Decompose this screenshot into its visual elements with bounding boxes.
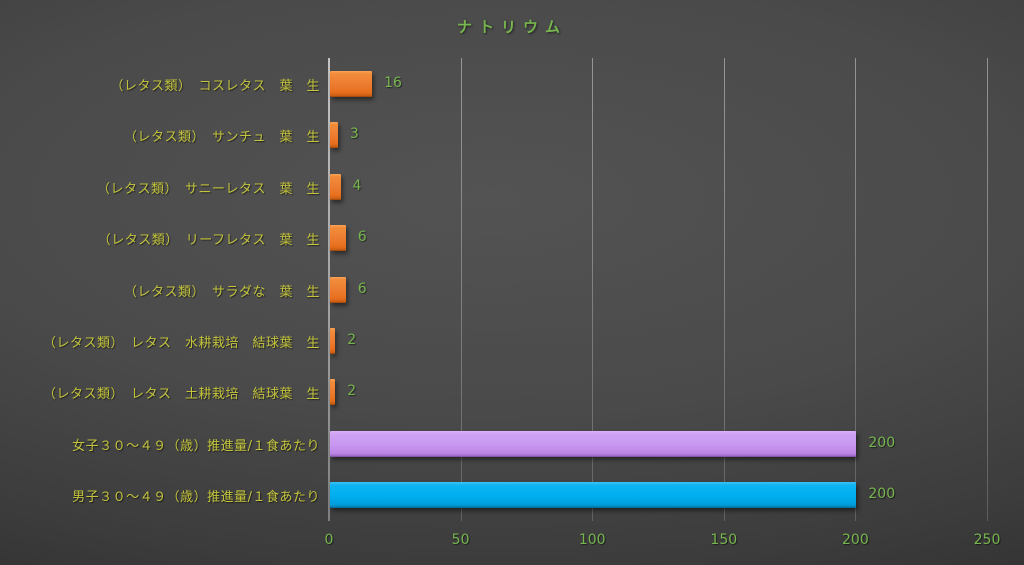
value-label: 6: [357, 280, 367, 297]
value-label: 16: [384, 74, 402, 91]
bar-orange: [330, 276, 346, 303]
value-label: 200: [868, 434, 896, 451]
value-label: 2: [347, 331, 357, 348]
category-label: （レタス類） レタス 水耕栽培 結球葉 生: [42, 335, 320, 351]
gridline: [855, 58, 857, 521]
category-label: （レタス類） レタス 土耕栽培 結球葉 生: [42, 387, 320, 403]
category-label: （レタス類） サンチュ 葉 生: [123, 130, 320, 146]
gridline: [723, 58, 725, 521]
category-label: （レタス類） コスレタス 葉 生: [110, 78, 320, 94]
gridline: [592, 58, 594, 521]
x-tick-label: 100: [578, 532, 606, 548]
y-axis-line: [328, 58, 330, 521]
x-tick-label: 250: [973, 532, 1001, 548]
bar-orange: [330, 173, 341, 200]
gridline: [987, 58, 988, 521]
bar-blue: [330, 482, 857, 509]
category-label: （レタス類） リーフレタス 葉 生: [97, 233, 320, 249]
x-tick-label: 200: [842, 532, 869, 548]
category-label: （レタス類） サニーレタス 葉 生: [96, 181, 320, 197]
category-label: 男子３０～４９（歳）推進量/１食あたり: [72, 490, 320, 506]
value-label: 6: [357, 229, 367, 246]
value-label: 200: [868, 486, 896, 503]
gridline: [460, 58, 462, 521]
bar-orange: [330, 70, 373, 97]
bar-purple: [330, 430, 857, 457]
chart-title: ナトリウム: [456, 18, 567, 36]
bar-orange: [330, 225, 346, 252]
category-label: （レタス類） サラダな 葉 生: [123, 284, 320, 300]
x-tick-label: 50: [451, 532, 470, 548]
bar-orange: [330, 122, 338, 149]
x-tick-label: 150: [710, 532, 738, 548]
value-label: 3: [349, 126, 359, 143]
x-tick-label: 0: [324, 532, 334, 548]
category-label: 女子３０～４９（歳）推進量/１食あたり: [72, 438, 320, 454]
value-label: 4: [352, 177, 362, 194]
bar-orange: [330, 327, 336, 354]
value-label: 2: [347, 383, 357, 400]
bar-orange: [330, 379, 336, 406]
